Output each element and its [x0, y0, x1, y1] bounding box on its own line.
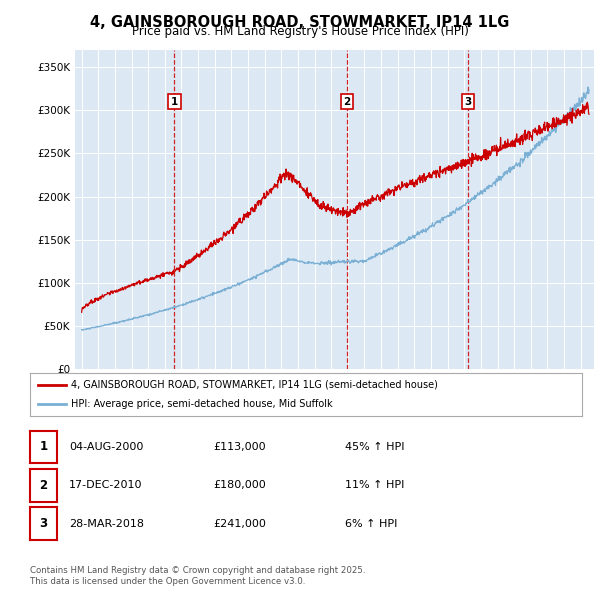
Text: 11% ↑ HPI: 11% ↑ HPI [345, 480, 404, 490]
Text: £113,000: £113,000 [213, 442, 266, 452]
Text: 04-AUG-2000: 04-AUG-2000 [69, 442, 143, 452]
Text: 17-DEC-2010: 17-DEC-2010 [69, 480, 143, 490]
Text: Contains HM Land Registry data © Crown copyright and database right 2025.
This d: Contains HM Land Registry data © Crown c… [30, 566, 365, 586]
Text: HPI: Average price, semi-detached house, Mid Suffolk: HPI: Average price, semi-detached house,… [71, 399, 333, 409]
Text: 4, GAINSBOROUGH ROAD, STOWMARKET, IP14 1LG (semi-detached house): 4, GAINSBOROUGH ROAD, STOWMARKET, IP14 1… [71, 380, 438, 390]
Text: 45% ↑ HPI: 45% ↑ HPI [345, 442, 404, 452]
Text: 1: 1 [171, 97, 178, 107]
Text: £241,000: £241,000 [213, 519, 266, 529]
Text: 2: 2 [40, 478, 47, 492]
Text: £180,000: £180,000 [213, 480, 266, 490]
Text: Price paid vs. HM Land Registry's House Price Index (HPI): Price paid vs. HM Land Registry's House … [131, 25, 469, 38]
Text: 6% ↑ HPI: 6% ↑ HPI [345, 519, 397, 529]
Text: 3: 3 [464, 97, 472, 107]
Text: 3: 3 [40, 517, 47, 530]
Text: 1: 1 [40, 440, 47, 454]
Text: 28-MAR-2018: 28-MAR-2018 [69, 519, 144, 529]
Text: 2: 2 [344, 97, 351, 107]
Text: 4, GAINSBOROUGH ROAD, STOWMARKET, IP14 1LG: 4, GAINSBOROUGH ROAD, STOWMARKET, IP14 1… [91, 15, 509, 30]
